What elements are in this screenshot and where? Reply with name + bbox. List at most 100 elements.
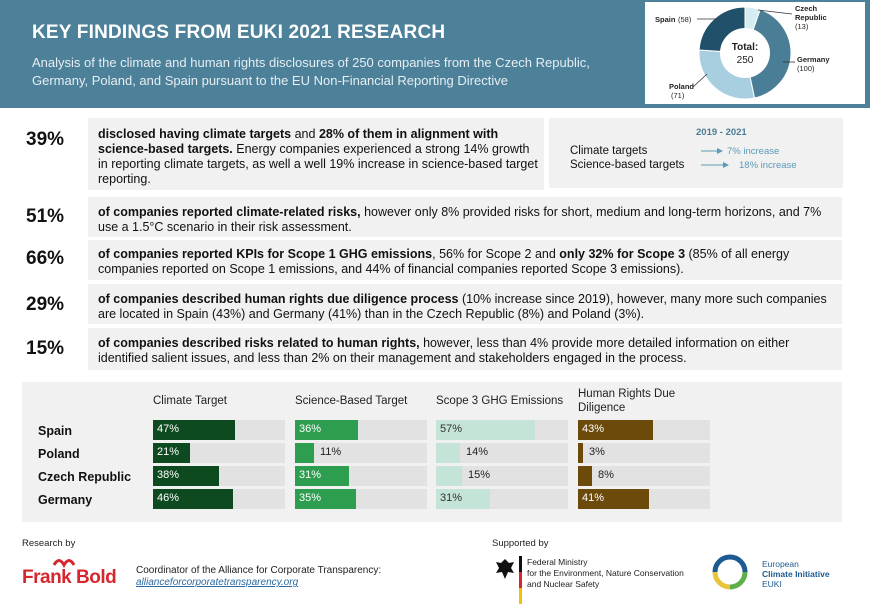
ministry-line-2: for the Environment, Nature Conservation xyxy=(527,568,684,578)
eagle-emblem-icon xyxy=(494,557,516,581)
bar-track: 21% xyxy=(153,443,285,463)
bar-germany-0 xyxy=(153,489,233,509)
bar-track: 57% xyxy=(436,420,568,440)
bar-spain-1 xyxy=(295,420,358,440)
bar-value-label: 15% xyxy=(468,469,491,481)
bar-germany-3 xyxy=(578,489,649,509)
country-label-germany: Germany xyxy=(38,493,93,507)
ministry-line-1: Federal Ministry xyxy=(527,557,588,567)
bar-poland-2 xyxy=(436,443,460,463)
col-header-climate: Climate Target xyxy=(153,395,227,407)
bar-track: 38% xyxy=(153,466,285,486)
trend-increase-climate: 7% increase xyxy=(727,146,780,157)
page-subtitle: Analysis of the climate and human rights… xyxy=(32,55,590,88)
donut-label-czech: Czech xyxy=(795,4,818,13)
bar-value-label: 47% xyxy=(157,423,180,435)
bar-track: 35% xyxy=(295,489,427,509)
bar-value-label: 31% xyxy=(299,469,322,481)
bar-germany-2 xyxy=(436,489,490,509)
bar-track: 3% xyxy=(578,443,710,463)
finding-panel-4 xyxy=(88,284,842,324)
bar-value-label: 46% xyxy=(157,492,180,504)
bar-czech-republic-1 xyxy=(295,466,349,486)
bar-value-label: 31% xyxy=(440,492,463,504)
donut-label-czech-2: Republic xyxy=(795,13,827,22)
page-title: KEY FINDINGS FROM EUKI 2021 RESEARCH xyxy=(32,22,446,43)
supported-by-label: Supported by xyxy=(492,538,549,549)
bar-track: 36% xyxy=(295,420,427,440)
finding-pct-4: 29% xyxy=(26,294,65,315)
ministry-line-3: and Nuclear Safety xyxy=(527,579,600,589)
bar-value-label: 43% xyxy=(582,423,605,435)
finding-text-5: of companies described risks related to … xyxy=(98,336,790,365)
finding-pct-5: 15% xyxy=(26,338,65,359)
finding-panel-3 xyxy=(88,240,842,280)
euki-line-2: Climate Initiative xyxy=(762,569,830,579)
company-distribution-donut: Total: 250 Czech Republic (13) Germany (… xyxy=(645,2,865,104)
bar-spain-3 xyxy=(578,420,653,440)
bar-value-label: 11% xyxy=(320,446,342,458)
bar-value-label: 3% xyxy=(589,446,605,458)
finding-text-2: of companies reported climate-related ri… xyxy=(98,205,822,234)
alliance-link[interactable]: allianceforcorporatetransparency.org xyxy=(136,577,299,588)
bar-czech-republic-2 xyxy=(436,466,462,486)
finding-pct-2: 51% xyxy=(26,206,65,227)
bar-spain-2 xyxy=(436,420,535,440)
donut-total-label: Total: xyxy=(732,42,758,53)
donut-label-spain: Spain xyxy=(655,15,676,24)
bar-track: 8% xyxy=(578,466,710,486)
bar-czech-republic-0 xyxy=(153,466,219,486)
finding-text-3: of companies reported KPIs for Scope 1 G… xyxy=(98,247,790,276)
finding-text-1: disclosed having climate targets and 28%… xyxy=(98,127,538,186)
donut-label-poland: Poland xyxy=(669,82,694,91)
finding-pct-3: 66% xyxy=(26,248,65,269)
trend-increase-sbt: 18% increase xyxy=(739,160,797,171)
country-label-czech: Czech Republic xyxy=(38,470,132,484)
bar-track: 15% xyxy=(436,466,568,486)
bar-value-label: 36% xyxy=(299,423,322,435)
finding-pct-1: 39% xyxy=(26,129,65,150)
donut-value-spain: (58) xyxy=(678,15,692,24)
finding-panel-1 xyxy=(88,118,544,190)
bar-poland-1 xyxy=(295,443,314,463)
trend-arrows xyxy=(701,148,729,168)
country-label-spain: Spain xyxy=(38,424,73,438)
bar-value-label: 57% xyxy=(440,423,463,435)
euki-line-1: European xyxy=(762,559,799,569)
bar-track: 43% xyxy=(578,420,710,440)
flag-bar xyxy=(519,556,522,604)
trend-label-climate: Climate targets xyxy=(570,145,648,157)
donut-total-value: 250 xyxy=(737,55,754,66)
bar-track: 47% xyxy=(153,420,285,440)
col-header-hrdd: Human Rights Due Diligence xyxy=(578,388,676,414)
bar-track: 31% xyxy=(295,466,427,486)
bar-poland-3 xyxy=(578,443,583,463)
bar-germany-1 xyxy=(295,489,356,509)
trend-label-sbt: Science-based targets xyxy=(570,159,685,171)
bar-track: 14% xyxy=(436,443,568,463)
bar-spain-0 xyxy=(153,420,235,440)
bar-value-label: 35% xyxy=(299,492,322,504)
bar-czech-republic-3 xyxy=(578,466,592,486)
research-by-label: Research by xyxy=(22,538,76,549)
bar-track: 31% xyxy=(436,489,568,509)
donut-value-germany: (100) xyxy=(797,64,815,73)
donut-value-poland: (71) xyxy=(671,91,685,100)
finding-panel-2 xyxy=(88,197,842,237)
bar-track: 46% xyxy=(153,489,285,509)
donut-value-czech: (13) xyxy=(795,22,809,31)
euki-logo-icon xyxy=(707,549,753,595)
euki-line-3: EUKI xyxy=(762,579,782,589)
bar-track: 11% xyxy=(295,443,427,463)
country-label-poland: Poland xyxy=(38,447,80,461)
bar-value-label: 38% xyxy=(157,469,180,481)
trend-box: 2019 - 2021 Climate targets Science-base… xyxy=(549,118,843,188)
country-breakdown-table xyxy=(22,382,842,522)
col-header-sbt: Science-Based Target xyxy=(295,395,408,407)
frank-bold-logo-icon xyxy=(52,559,76,569)
bar-value-label: 14% xyxy=(466,446,489,458)
bar-value-label: 8% xyxy=(598,469,614,481)
col-header-scope3: Scope 3 GHG Emissions xyxy=(436,395,564,407)
frank-bold-logo: Frank Bold xyxy=(22,555,132,589)
coordinator-text: Coordinator of the Alliance for Corporat… xyxy=(136,565,382,576)
